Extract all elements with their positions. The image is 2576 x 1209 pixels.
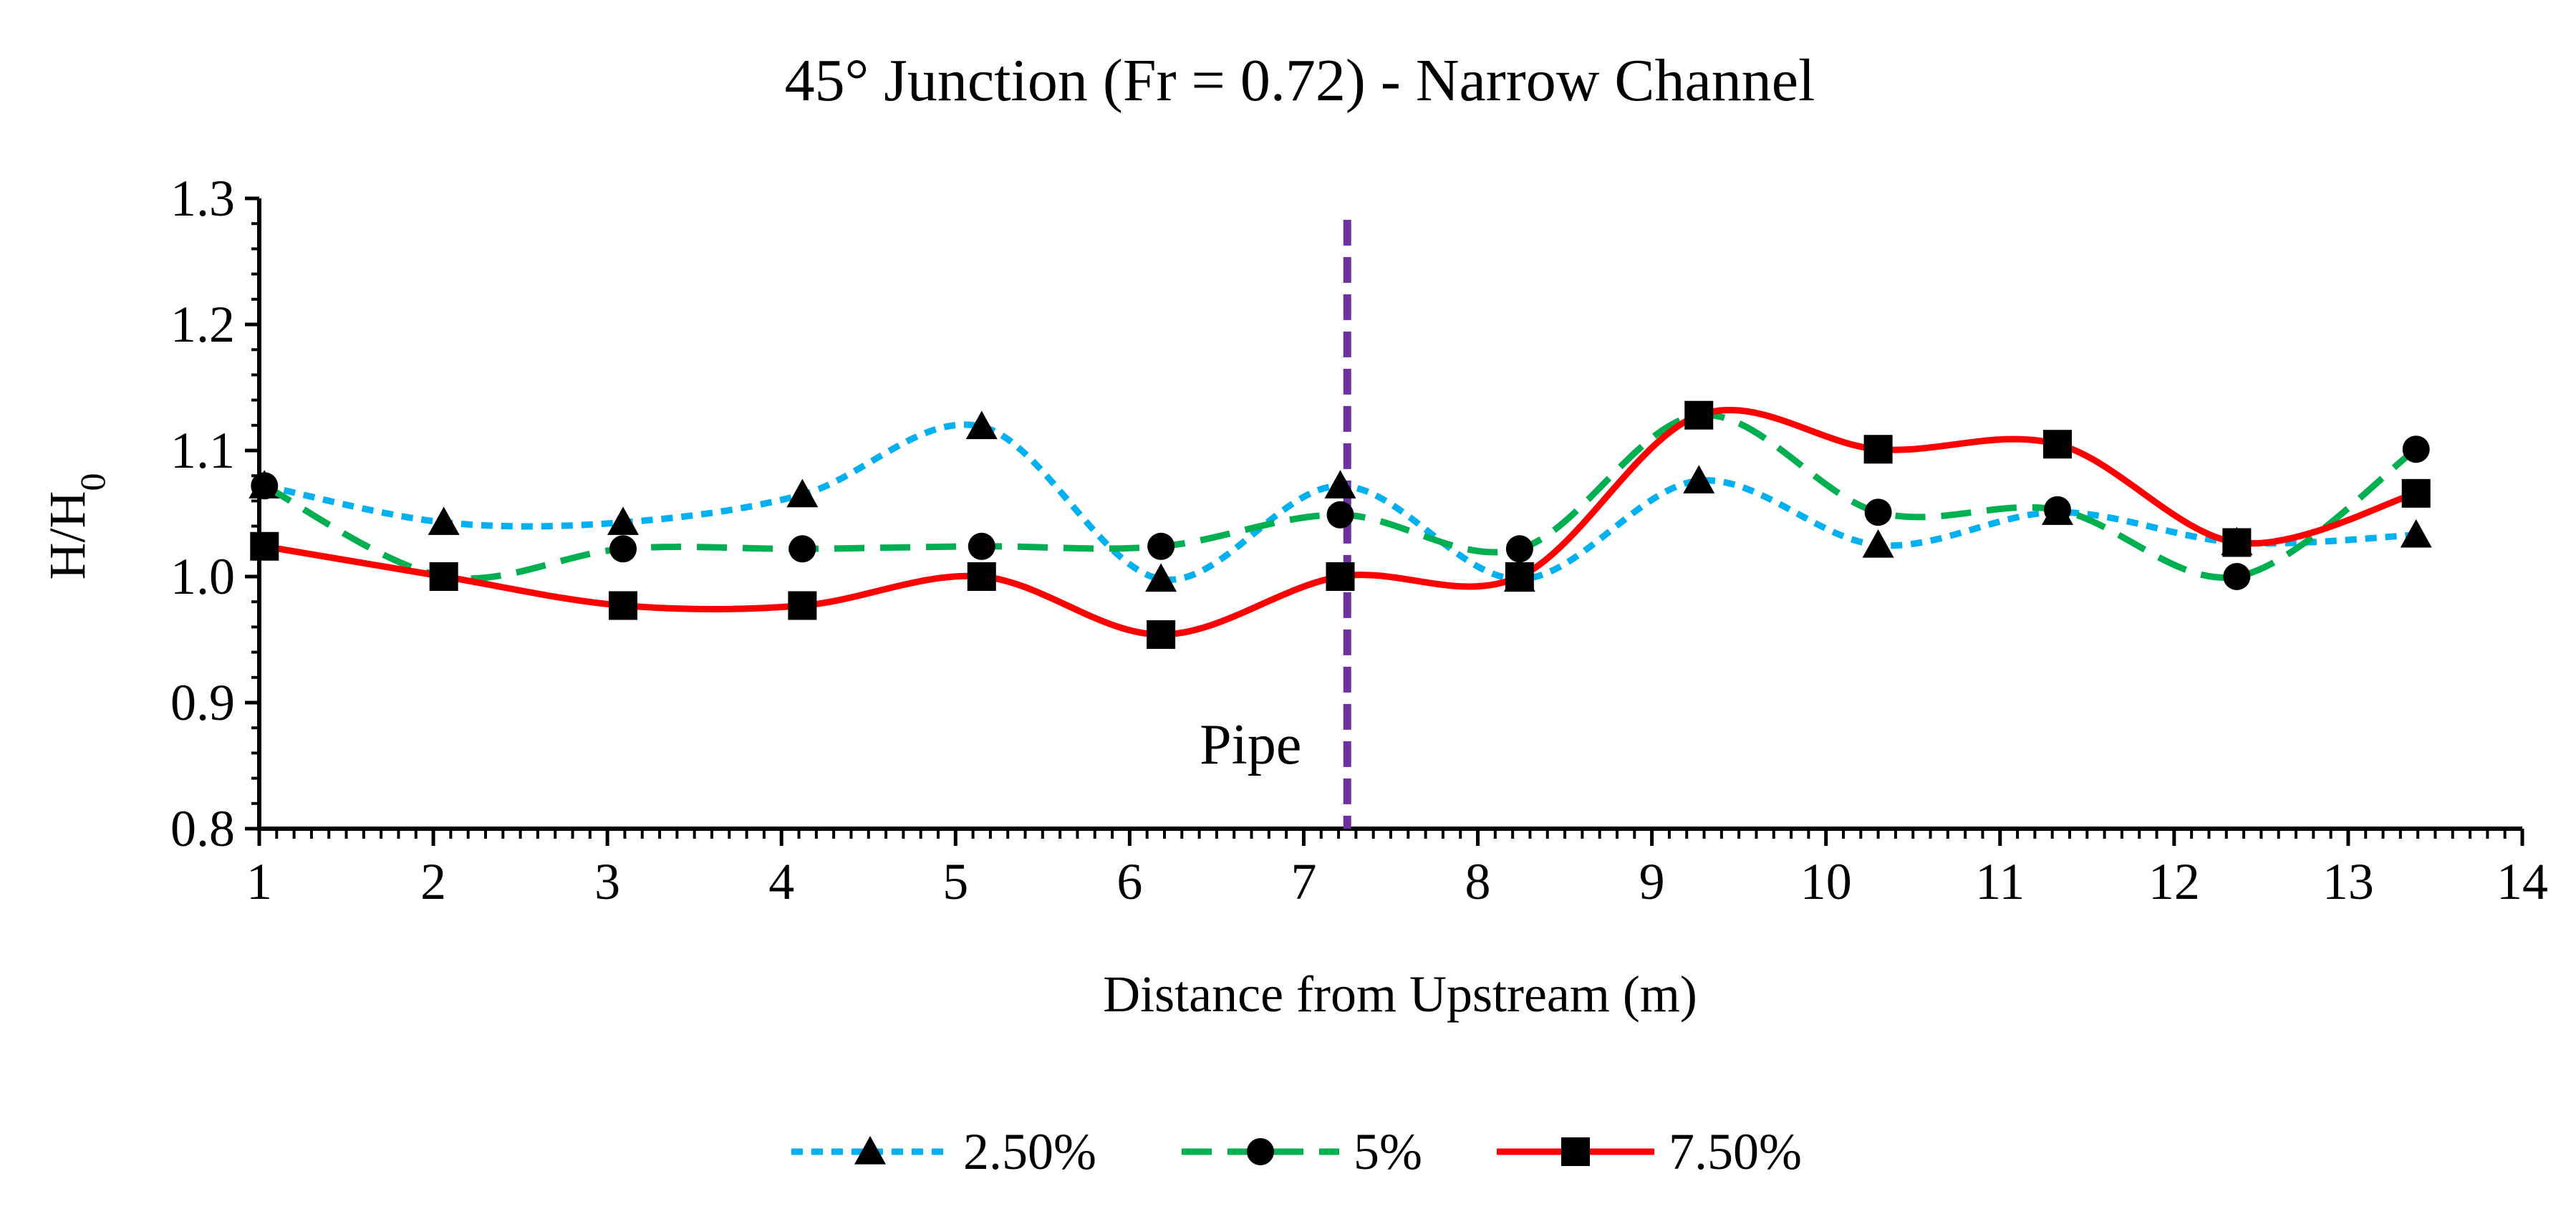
data-point-square [250,531,279,561]
data-point-square [1863,435,1893,464]
data-point-square [429,562,458,591]
data-point-triangle [2400,519,2432,548]
data-point-square [788,591,817,620]
y-tick-label: 1.2 [170,296,235,353]
data-point-square [1326,562,1355,591]
data-point-triangle [1145,563,1177,592]
legend-marker-circle [1247,1138,1274,1165]
data-point-circle [1147,532,1175,560]
legend-item: 5% [1182,1123,1422,1180]
data-point-triangle [1862,529,1894,558]
x-tick-label: 8 [1465,853,1491,910]
x-tick-label: 2 [420,853,446,910]
y-tick-label: 1.1 [170,422,235,479]
y-tick-label: 1.3 [170,170,235,227]
legend-label: 2.50% [963,1123,1096,1180]
x-tick-label: 3 [594,853,620,910]
data-point-triangle [428,506,460,535]
legend: 2.50% 5% 7.50% [791,1123,1802,1180]
y-axis-label-subscript: 0 [72,473,112,491]
pipe-annotation-label: Pipe [1200,713,1301,776]
data-point-square [2222,528,2252,557]
x-tick-label: 6 [1116,853,1142,910]
data-point-square [1684,400,1714,430]
data-point-triangle [607,506,640,535]
data-point-square [2401,478,2431,508]
data-point-circle [2043,496,2071,524]
data-point-circle [2402,435,2430,463]
x-tick-label: 10 [1800,853,1852,910]
x-axis-ticks: 1 2 3 4 5 6 7 8 9 10 11 12 13 14 [246,829,2548,910]
data-point-circle [968,532,995,560]
legend-label: 5% [1354,1123,1422,1180]
legend-label: 7.50% [1669,1123,1802,1180]
y-axis-label: H/H0 [39,473,112,580]
x-tick-label: 4 [768,853,794,910]
x-tick-label: 5 [942,853,968,910]
data-point-square [609,591,638,620]
data-point-circle [788,535,816,563]
legend-item: 2.50% [791,1123,1096,1180]
x-tick-label: 7 [1291,853,1316,910]
y-tick-label: 1.0 [170,548,235,605]
data-point-square [1147,620,1176,649]
legend-marker-square [1561,1137,1590,1166]
series-group [249,400,2432,649]
x-tick-label: 13 [2322,853,2374,910]
data-point-triangle [1683,465,1715,493]
data-point-triangle [965,410,998,440]
x-tick-label: 12 [2148,853,2200,910]
data-point-square [2042,430,2072,459]
legend-item: 7.50% [1497,1123,1802,1180]
data-point-circle [1505,535,1533,563]
legend-marker-triangle [854,1136,886,1165]
y-tick-label: 0.9 [170,674,235,731]
data-point-circle [609,535,637,563]
data-point-circle [1864,498,1892,526]
data-point-square [1505,562,1534,591]
x-tick-label: 1 [246,853,272,910]
y-tick-label: 0.8 [170,800,235,857]
series-3 [250,400,2431,649]
x-axis-label: Distance from Upstream (m) [1103,965,1697,1023]
data-point-circle [2223,563,2251,590]
data-point-square [967,562,996,591]
data-point-triangle [786,478,819,508]
chart-title: 45° Junction (Fr = 0.72) - Narrow Channe… [785,47,1815,114]
x-tick-label: 11 [1975,853,2025,910]
y-axis-label-main: H/H [39,491,96,580]
x-tick-label: 14 [2497,853,2548,910]
x-tick-label: 9 [1639,853,1665,910]
data-point-circle [251,472,279,500]
data-point-triangle [1324,470,1356,498]
data-point-circle [1326,501,1354,529]
